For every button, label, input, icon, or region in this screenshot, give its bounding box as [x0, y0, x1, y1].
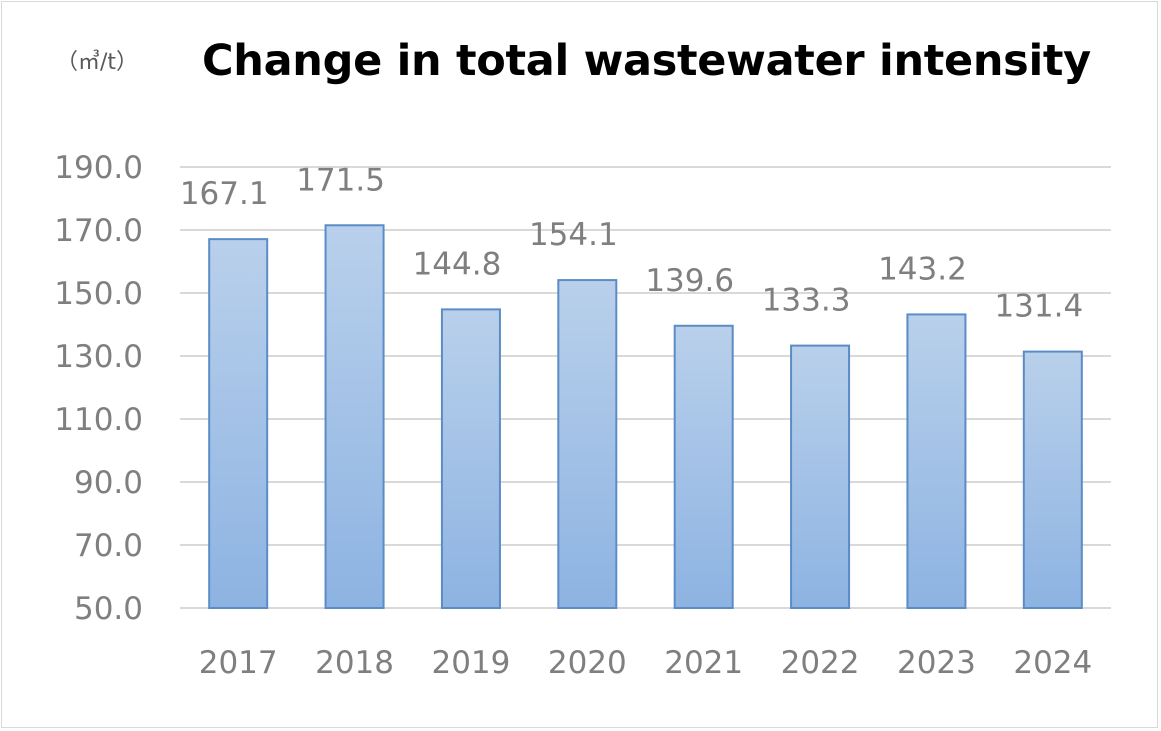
bar-2021	[673, 324, 734, 609]
gridlines	[180, 166, 1111, 609]
bar-2019	[440, 308, 501, 609]
x-tick-label: 2017	[199, 645, 278, 681]
bar-2017	[208, 238, 269, 609]
bar-2018	[324, 224, 385, 609]
data-label-2023: 143.2	[878, 251, 967, 287]
x-tick-label: 2019	[431, 645, 510, 681]
x-tick-label: 2021	[664, 645, 743, 681]
x-tick-label: 2023	[897, 645, 976, 681]
x-tick-label: 2024	[1013, 645, 1092, 681]
x-tick-label: 2020	[548, 645, 627, 681]
y-tick-label: 50.0	[74, 591, 143, 627]
y-tick-label: 190.0	[54, 150, 143, 186]
bar-2022	[790, 344, 851, 609]
data-label-2024: 131.4	[994, 289, 1083, 325]
bar-2024	[1022, 350, 1083, 609]
y-tick-label: 110.0	[54, 402, 143, 438]
y-tick-label: 150.0	[54, 276, 143, 312]
chart-title: Change in total wastewater intensity	[202, 36, 1091, 86]
y-tick-label: 70.0	[74, 528, 143, 564]
y-tick-label: 130.0	[54, 339, 143, 375]
data-label-2021: 139.6	[645, 263, 734, 299]
data-label-2022: 133.3	[762, 283, 851, 319]
data-label-2017: 167.1	[180, 176, 269, 212]
bars	[208, 224, 1083, 609]
data-label-2019: 144.8	[413, 246, 502, 282]
bar-2023	[906, 313, 967, 609]
x-tick-label: 2018	[315, 645, 394, 681]
y-tick-label: 170.0	[54, 213, 143, 249]
data-label-2020: 154.1	[529, 217, 618, 253]
bar-2020	[557, 279, 618, 609]
x-axis-ticks: 2017 2018 2019 2020 2021 2022 2023 2024	[199, 645, 1093, 681]
unit-label: （㎥/t）	[56, 50, 139, 75]
x-tick-label: 2022	[781, 645, 860, 681]
y-tick-label: 90.0	[74, 465, 143, 501]
y-axis-ticks: 50.0 70.0 90.0 110.0 130.0 150.0 170.0 190.0	[54, 150, 143, 627]
data-label-2018: 171.5	[296, 162, 385, 198]
data-labels: 167.1 171.5 144.8 154.1 139.6 133.3 143.2 131.4	[180, 162, 1083, 324]
